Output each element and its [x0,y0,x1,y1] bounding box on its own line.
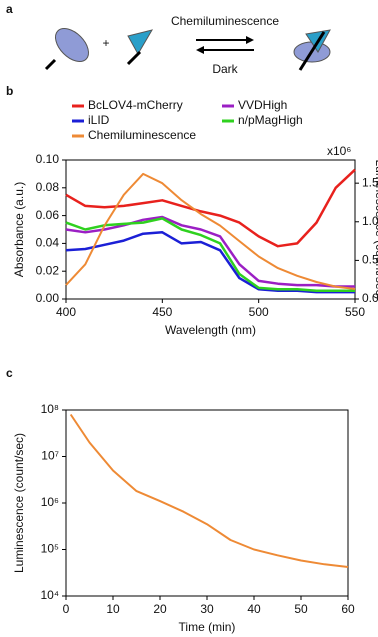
y2-tick-label: 1.0 [362,214,378,228]
plus: + [102,36,109,50]
x-tick-label: 30 [200,602,214,616]
y-tick-label: 0.10 [36,152,60,166]
series-line [65,168,356,248]
ligand-icon [127,29,154,56]
legend-label: Chemiluminescence [88,128,196,142]
x-tick-label: 0 [63,602,70,616]
y-tick-label: 10⁵ [41,542,59,556]
x-axis-label: Time (min) [179,620,236,634]
y-axis-label: Absorbance (a.u.) [12,182,26,277]
panel-label: c [6,366,13,380]
y2-tick-label: 1.5 [362,175,378,189]
y-tick-label: 0.00 [36,291,60,305]
x-axis-label: Wavelength (nm) [165,323,256,337]
series-line [65,215,355,288]
y2-tick-label: 0.5 [362,253,378,267]
legend-label: n/pMagHigh [238,113,303,127]
y2-tick-label: 0.0 [362,291,378,305]
diagram [44,28,331,71]
y-tick-label: 0.06 [36,208,60,222]
series-line [69,413,349,568]
diagram-label: Dark [212,62,238,76]
y-tick-label: 10⁶ [41,495,59,509]
ligand-stem [126,50,142,66]
plot-frame [65,409,349,597]
x-tick-label: 10 [106,602,120,616]
x-tick-label: 550 [345,305,365,319]
y2-multiplier: x10⁶ [327,144,351,158]
protein-stem [44,58,57,71]
x-tick-label: 40 [247,602,261,616]
series-line [65,172,356,290]
diagram-label: Chemiluminescence [171,14,279,28]
legend-label: VVDHigh [238,98,287,112]
x-tick-label: 60 [341,602,355,616]
y-tick-label: 0.04 [36,236,60,250]
x-tick-label: 20 [153,602,167,616]
y-axis-label: Luminescence (count/sec) [12,433,26,573]
y-tick-label: 10⁷ [41,449,59,463]
legend-label: iLID [88,113,110,127]
series-line [65,217,355,292]
x-tick-label: 500 [249,305,269,319]
series-line [65,231,355,294]
arrow-head [246,36,254,44]
complex-stem [298,31,326,71]
x-tick-label: 450 [152,305,172,319]
y2-axis-label: Luminescence (count/sec) [373,159,378,299]
y-tick-label: 10⁸ [41,402,59,416]
arrow-head [196,46,204,54]
x-tick-label: 50 [294,602,308,616]
protein-icon [55,28,89,62]
x-tick-label: 400 [56,305,76,319]
panel-label: a [6,2,13,16]
panel-label: b [6,84,13,98]
legend-label: BcLOV4-mCherry [88,98,183,112]
y-tick-label: 0.08 [36,180,60,194]
y-tick-label: 0.02 [36,263,60,277]
y-tick-label: 10⁴ [40,588,59,602]
